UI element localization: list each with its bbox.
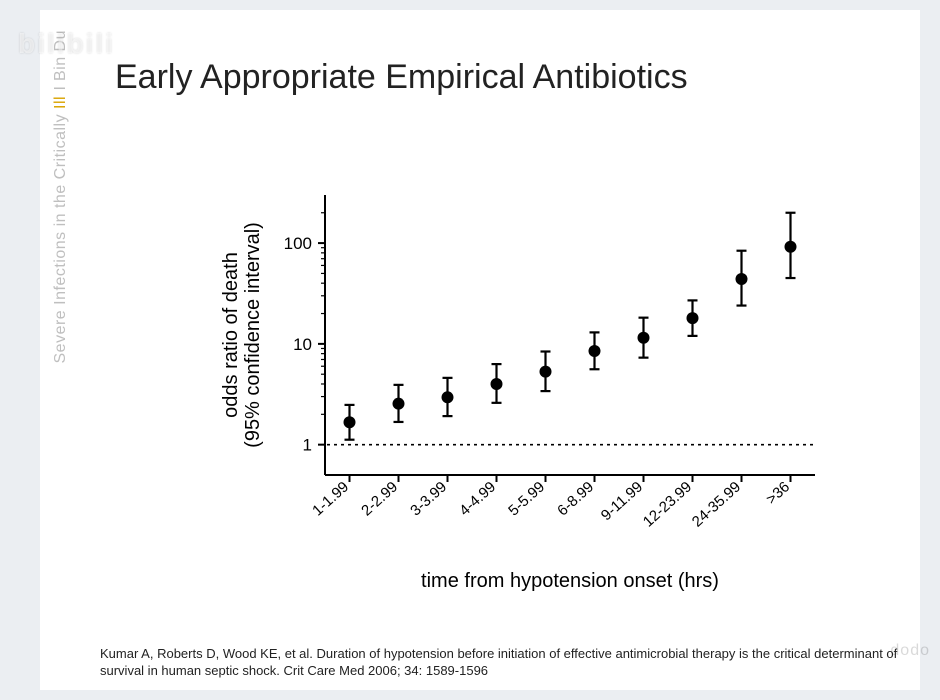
svg-text:>36: >36 [763, 478, 793, 508]
citation: Kumar A, Roberts D, Wood KE, et al. Dura… [100, 645, 910, 680]
svg-text:odds ratio of death: odds ratio of death [220, 252, 242, 418]
side-section-label: Severe Infections in the Critically Ill … [52, 30, 70, 363]
odds-ratio-chart: 1 10 100 1-1.992-2.993-3.994-4.995-5.996-8.… [180, 175, 840, 595]
side-part1: Severe Infections in the Critically [52, 109, 69, 364]
svg-text:1: 1 [303, 436, 312, 455]
svg-text:4-4.99: 4-4.99 [456, 478, 499, 519]
svg-text:2-2.99: 2-2.99 [358, 478, 401, 519]
page-title: Early Appropriate Empirical Antibiotics [115, 58, 688, 97]
svg-text:1-1.99: 1-1.99 [309, 478, 352, 519]
watermark-bottom: dodo [890, 642, 930, 660]
svg-text:6-8.99: 6-8.99 [554, 478, 597, 519]
svg-text:12-23.99: 12-23.99 [640, 478, 695, 530]
side-sep: I [52, 81, 69, 96]
svg-text:24-35.99: 24-35.99 [689, 478, 744, 530]
svg-text:5-5.99: 5-5.99 [505, 478, 548, 519]
svg-text:10: 10 [293, 335, 312, 354]
side-accent: Ill [52, 96, 69, 109]
svg-text:time from hypotension onset (h: time from hypotension onset (hrs) [421, 570, 719, 592]
watermark-top: bilibili [18, 28, 115, 60]
svg-text:100: 100 [284, 234, 312, 253]
svg-text:(95% confidence interval): (95% confidence interval) [242, 222, 264, 448]
svg-text:9-11.99: 9-11.99 [598, 478, 646, 524]
svg-text:3-3.99: 3-3.99 [407, 478, 450, 519]
